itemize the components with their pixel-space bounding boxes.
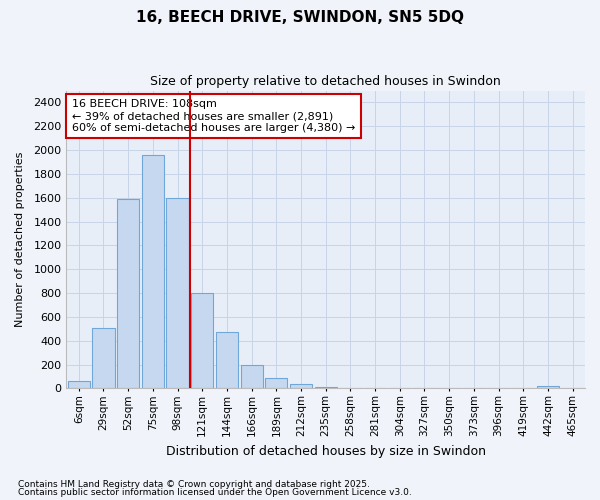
- Text: Contains HM Land Registry data © Crown copyright and database right 2025.: Contains HM Land Registry data © Crown c…: [18, 480, 370, 489]
- Bar: [537, 386, 559, 388]
- Bar: [92, 328, 115, 388]
- Bar: [191, 293, 214, 388]
- Title: Size of property relative to detached houses in Swindon: Size of property relative to detached ho…: [151, 75, 501, 88]
- Y-axis label: Number of detached properties: Number of detached properties: [15, 152, 25, 327]
- Text: Contains public sector information licensed under the Open Government Licence v3: Contains public sector information licen…: [18, 488, 412, 497]
- Bar: [241, 365, 263, 388]
- Bar: [314, 386, 337, 388]
- Text: 16 BEECH DRIVE: 108sqm
← 39% of detached houses are smaller (2,891)
60% of semi-: 16 BEECH DRIVE: 108sqm ← 39% of detached…: [71, 100, 355, 132]
- Bar: [216, 332, 238, 388]
- Bar: [68, 382, 90, 388]
- Text: 16, BEECH DRIVE, SWINDON, SN5 5DQ: 16, BEECH DRIVE, SWINDON, SN5 5DQ: [136, 10, 464, 25]
- Bar: [117, 199, 139, 388]
- Bar: [265, 378, 287, 388]
- Bar: [142, 155, 164, 388]
- Bar: [166, 198, 188, 388]
- Bar: [290, 384, 312, 388]
- X-axis label: Distribution of detached houses by size in Swindon: Distribution of detached houses by size …: [166, 444, 486, 458]
